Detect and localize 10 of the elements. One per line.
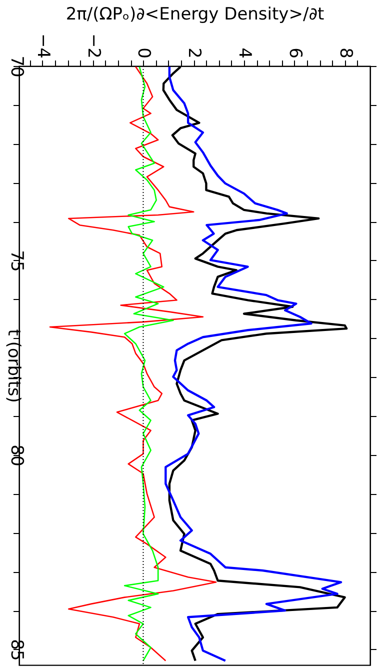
x-tick-label: −2 bbox=[83, 33, 104, 58]
y-tick-label: 70 bbox=[6, 56, 26, 78]
x-tick-label: 2 bbox=[184, 48, 204, 58]
x-tick-label: −4 bbox=[32, 33, 53, 58]
x-axis-title: 2π/(ΩPₒ)∂<Energy Density>/∂t bbox=[66, 4, 324, 24]
x-tick-label: 4 bbox=[234, 48, 255, 58]
y-axis-title: t (orbits) bbox=[4, 329, 24, 403]
x-tick-label: 0 bbox=[134, 48, 154, 58]
x-tick-label: 6 bbox=[284, 48, 305, 58]
x-tick-label: 8 bbox=[335, 48, 356, 58]
